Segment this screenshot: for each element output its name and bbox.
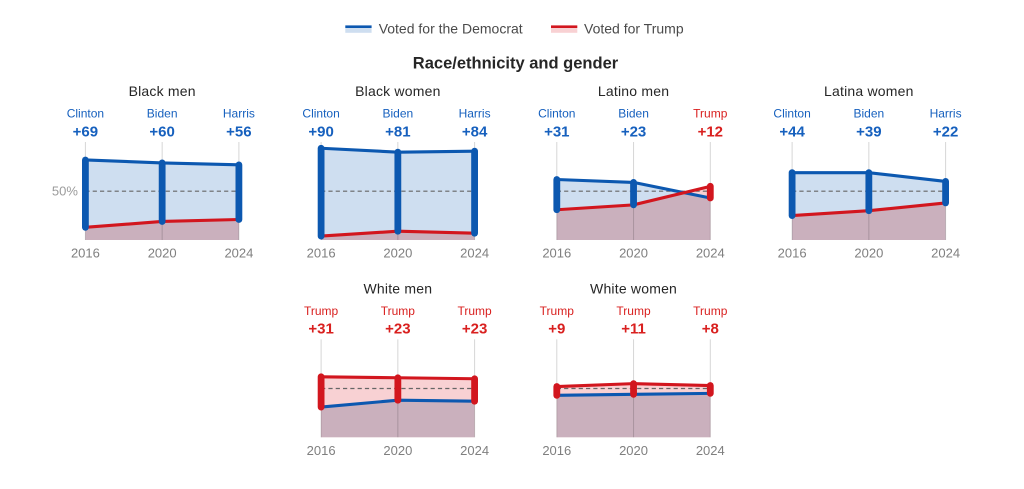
- svg-text:Trump: Trump: [457, 304, 492, 318]
- svg-text:2016: 2016: [778, 246, 807, 261]
- svg-text:2020: 2020: [148, 246, 177, 261]
- svg-text:+60: +60: [149, 123, 174, 140]
- svg-text:+90: +90: [308, 123, 333, 140]
- svg-text:Trump: Trump: [616, 304, 651, 318]
- svg-text:50%: 50%: [52, 184, 78, 199]
- svg-text:+23: +23: [621, 123, 646, 140]
- svg-text:White men: White men: [363, 280, 432, 296]
- svg-text:Voted for the Democrat: Voted for the Democrat: [379, 21, 523, 37]
- svg-text:2016: 2016: [71, 246, 100, 261]
- svg-text:Trump: Trump: [304, 304, 339, 318]
- svg-text:2016: 2016: [542, 443, 571, 458]
- svg-text:+22: +22: [933, 123, 958, 140]
- svg-text:2024: 2024: [696, 246, 725, 261]
- svg-text:2016: 2016: [307, 246, 336, 261]
- svg-text:Race/ethnicity and gender: Race/ethnicity and gender: [413, 55, 619, 73]
- svg-text:2016: 2016: [307, 443, 336, 458]
- svg-text:2024: 2024: [696, 443, 725, 458]
- svg-text:Trump: Trump: [693, 304, 728, 318]
- svg-text:Biden: Biden: [382, 107, 413, 121]
- svg-text:+69: +69: [73, 123, 98, 140]
- svg-text:Latina women: Latina women: [824, 83, 914, 99]
- svg-text:+12: +12: [698, 123, 723, 140]
- svg-text:+39: +39: [856, 123, 881, 140]
- svg-text:Trump: Trump: [381, 304, 416, 318]
- svg-text:Black men: Black men: [129, 83, 196, 99]
- svg-text:2024: 2024: [224, 246, 253, 261]
- svg-text:2020: 2020: [854, 246, 883, 261]
- svg-text:Clinton: Clinton: [538, 107, 575, 121]
- svg-text:Trump: Trump: [540, 304, 575, 318]
- svg-text:Latino men: Latino men: [598, 83, 669, 99]
- svg-text:2024: 2024: [931, 246, 960, 261]
- svg-text:Harris: Harris: [459, 107, 491, 121]
- svg-text:2024: 2024: [460, 443, 489, 458]
- svg-text:+84: +84: [462, 123, 488, 140]
- svg-text:+9: +9: [548, 321, 565, 338]
- svg-text:Clinton: Clinton: [67, 107, 104, 121]
- svg-text:Harris: Harris: [930, 107, 962, 121]
- svg-text:Voted for Trump: Voted for Trump: [584, 21, 684, 37]
- svg-text:Biden: Biden: [147, 107, 178, 121]
- svg-text:2020: 2020: [383, 443, 412, 458]
- svg-text:Black women: Black women: [355, 83, 440, 99]
- svg-text:2024: 2024: [460, 246, 489, 261]
- svg-text:Harris: Harris: [223, 107, 255, 121]
- svg-text:Biden: Biden: [618, 107, 649, 121]
- svg-text:Biden: Biden: [853, 107, 884, 121]
- svg-text:+56: +56: [226, 123, 251, 140]
- svg-text:+23: +23: [385, 321, 410, 338]
- svg-text:+44: +44: [779, 123, 805, 140]
- svg-text:Trump: Trump: [693, 107, 728, 121]
- svg-text:+11: +11: [621, 321, 646, 338]
- svg-text:+81: +81: [385, 123, 410, 140]
- svg-text:+8: +8: [702, 321, 719, 338]
- svg-text:2016: 2016: [542, 246, 571, 261]
- svg-text:2020: 2020: [619, 246, 648, 261]
- svg-text:+31: +31: [308, 321, 333, 338]
- svg-text:Clinton: Clinton: [302, 107, 339, 121]
- svg-text:+23: +23: [462, 321, 487, 338]
- svg-text:+31: +31: [544, 123, 569, 140]
- svg-text:White women: White women: [590, 280, 677, 296]
- svg-text:2020: 2020: [619, 443, 648, 458]
- svg-text:2020: 2020: [383, 246, 412, 261]
- svg-text:Clinton: Clinton: [773, 107, 810, 121]
